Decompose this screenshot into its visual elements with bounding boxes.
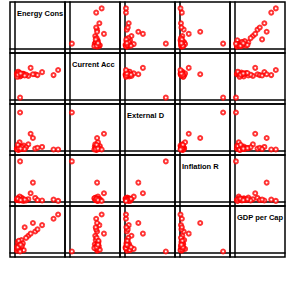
svg-text:Inflation R: Inflation R [182,162,219,171]
svg-text:Energy Cons: Energy Cons [17,9,63,18]
svg-text:External D: External D [127,111,165,120]
svg-text:Current Acc: Current Acc [72,60,115,69]
svg-text:GDP per Cap: GDP per Cap [237,213,284,222]
